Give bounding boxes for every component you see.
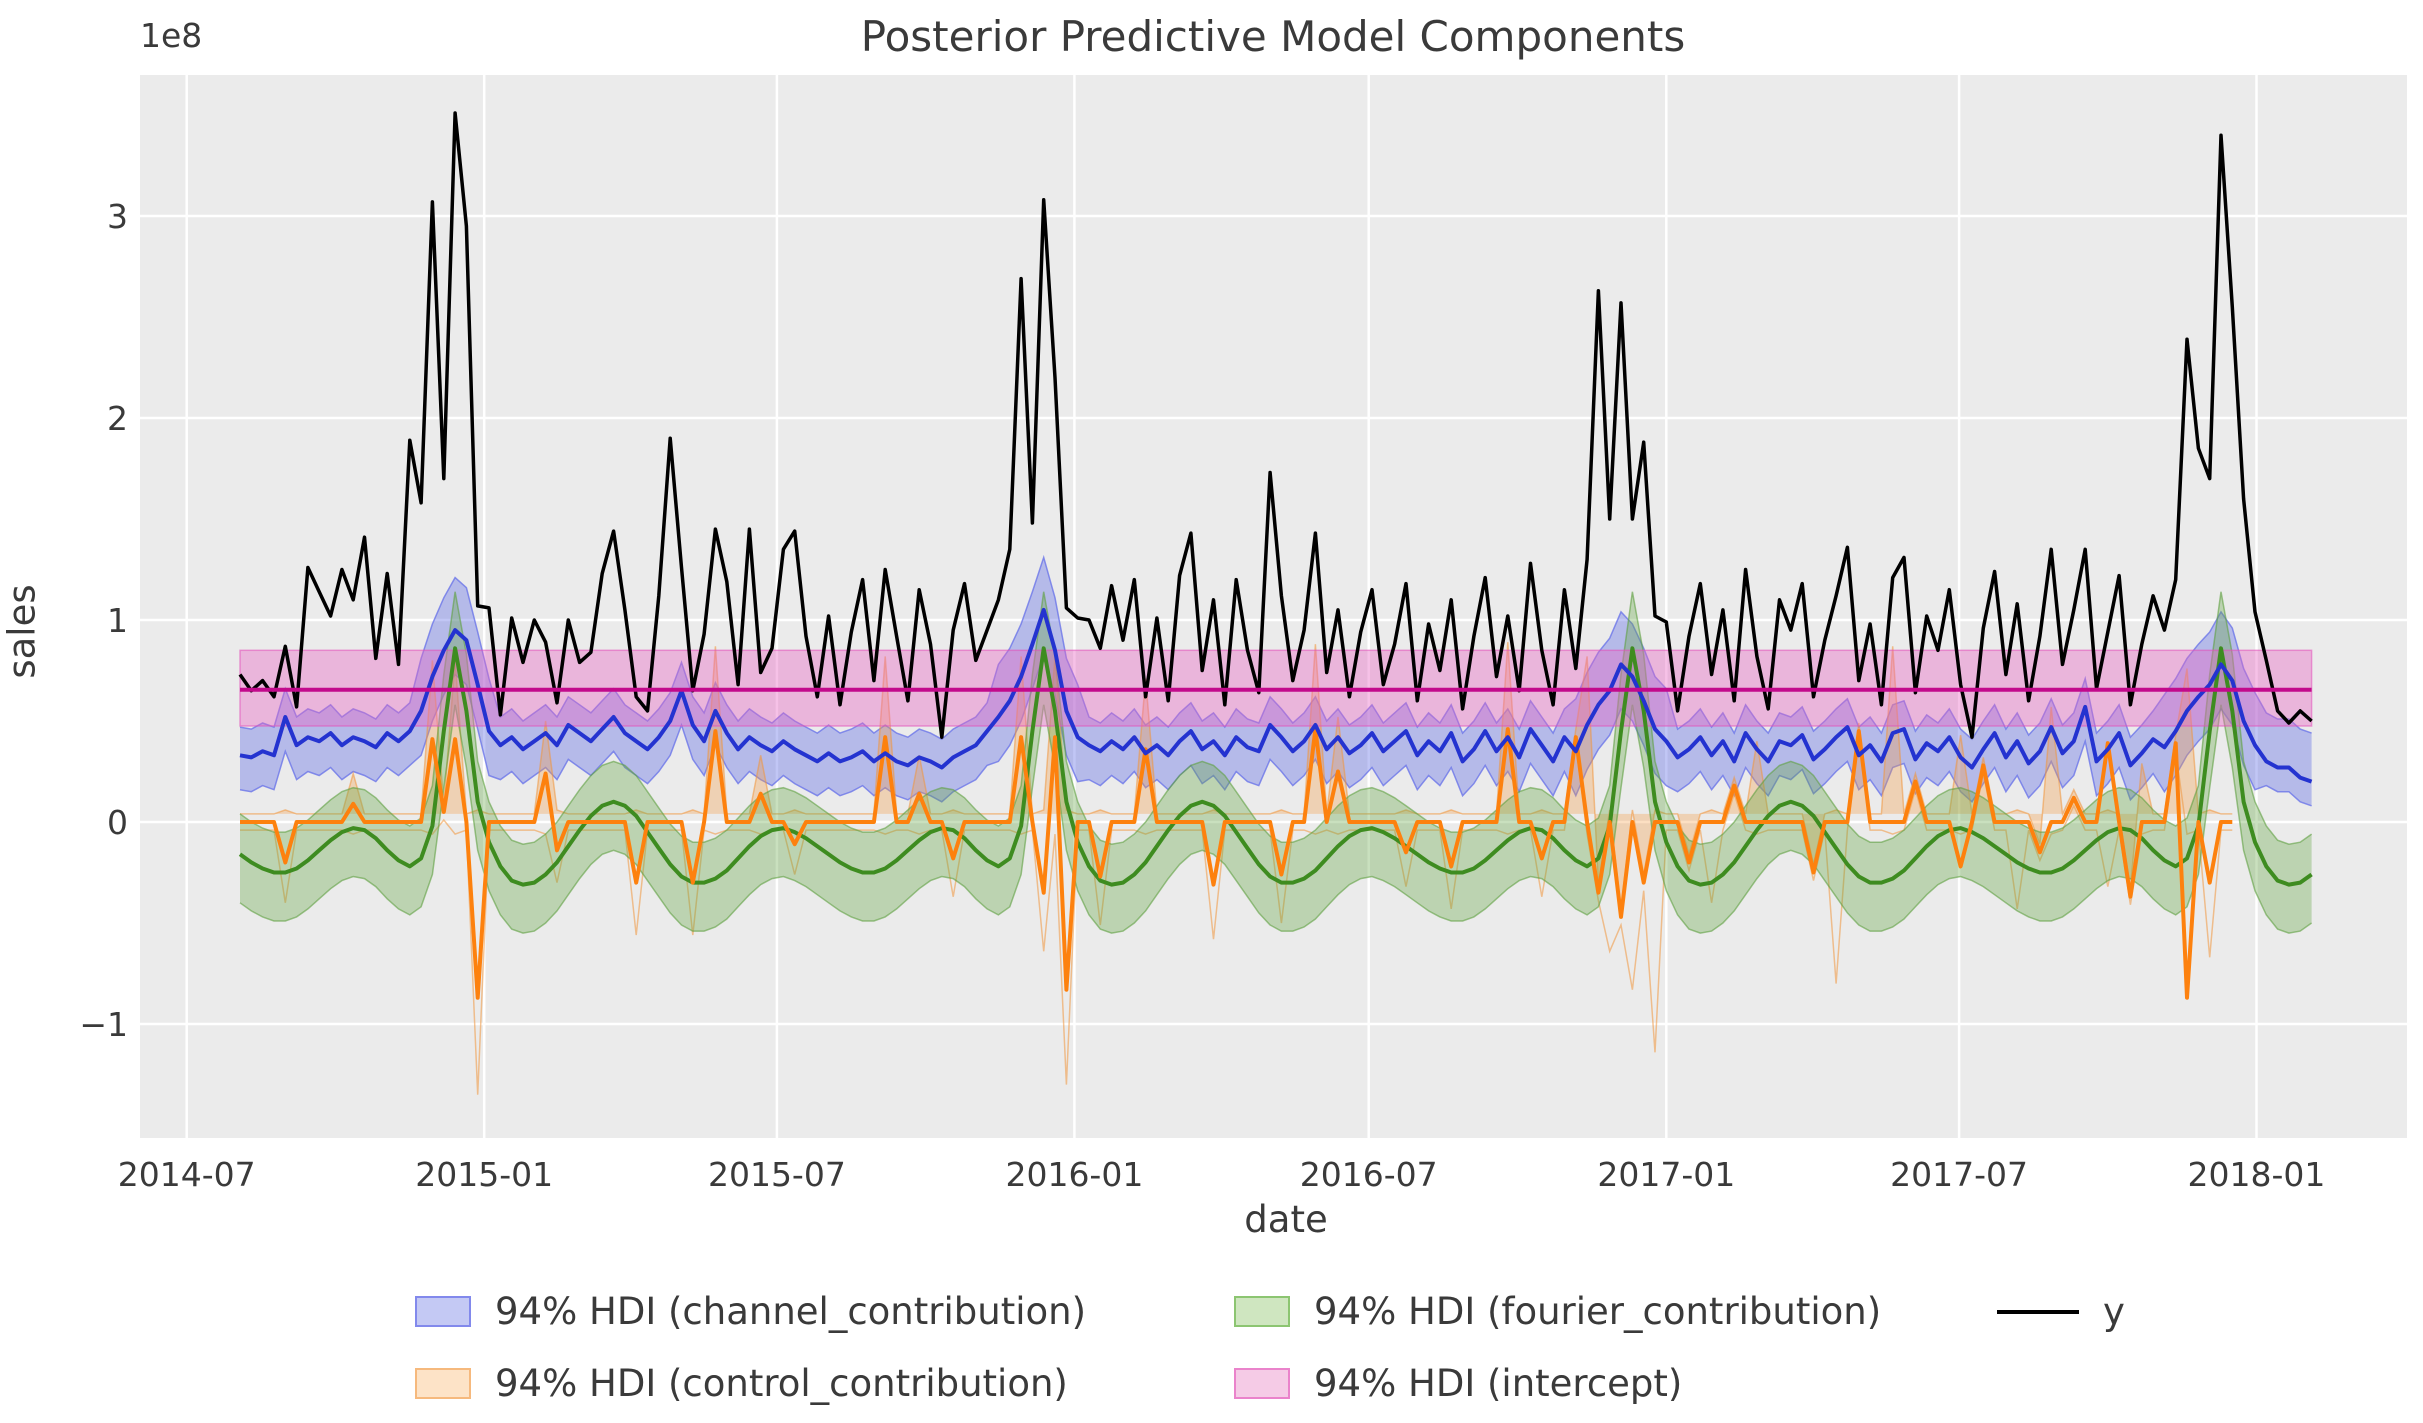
legend-label-intercept: 94% HDI (intercept): [1314, 1362, 1683, 1405]
control-hdi-swatch-icon: [415, 1368, 471, 1399]
legend-item-fourier: 94% HDI (fourier_contribution): [1234, 1290, 1881, 1333]
y-tick-label-1: 0: [107, 803, 128, 842]
legend-label-fourier: 94% HDI (fourier_contribution): [1314, 1290, 1882, 1333]
legend-item-channel: 94% HDI (channel_contribution): [415, 1290, 1086, 1333]
band-fourier: [240, 591, 2312, 934]
y-axis-offset-text: 1e8: [140, 16, 203, 55]
line-channel: [239, 607, 2313, 784]
intercept-hdi-swatch-icon: [1234, 1368, 1290, 1399]
x-tick-label-7: 2018-01: [2188, 1155, 2326, 1194]
x-tick-label-2: 2015-07: [708, 1155, 846, 1194]
fourier-hdi-swatch-icon: [1234, 1296, 1290, 1327]
y-tick-label-3: 2: [107, 399, 128, 438]
x-axis-label: date: [1244, 1198, 1328, 1241]
x-tick-label-1: 2015-01: [415, 1155, 553, 1194]
x-tick-label-3: 2016-01: [1005, 1155, 1143, 1194]
y-tick-label-2: 1: [107, 601, 128, 640]
legend-label-control: 94% HDI (control_contribution): [495, 1362, 1068, 1405]
legend-label-y: y: [2103, 1290, 2125, 1333]
band-control-upper-edge: [240, 642, 2233, 909]
x-tick-label-0: 2014-07: [118, 1155, 256, 1194]
legend-item-y: y: [1997, 1290, 2125, 1333]
legend-label-channel: 94% HDI (channel_contribution): [495, 1290, 1087, 1333]
band-fourier-lower-edge: [239, 704, 2313, 934]
y-tick-label-4: 3: [107, 197, 128, 236]
line-control: [240, 727, 2233, 1000]
x-tick-label-6: 2017-07: [1890, 1155, 2028, 1194]
channel-hdi-swatch-icon: [415, 1296, 471, 1327]
chart-title: Posterior Predictive Model Components: [860, 12, 1686, 61]
legend-item-control: 94% HDI (control_contribution): [415, 1362, 1068, 1405]
plot-background: [140, 75, 2407, 1138]
legend-item-intercept: 94% HDI (intercept): [1234, 1362, 1682, 1405]
x-tick-label-5: 2017-01: [1597, 1155, 1735, 1194]
y-tick-label-0: −1: [79, 1005, 128, 1044]
y-line-swatch-icon: [1997, 1309, 2079, 1314]
x-tick-label-4: 2016-07: [1300, 1155, 1438, 1194]
line-y: [238, 111, 2313, 739]
band-channel-lower-edge: [239, 651, 2312, 807]
band-channel-upper-edge: [239, 554, 2312, 741]
y-axis-label: sales: [0, 584, 44, 679]
